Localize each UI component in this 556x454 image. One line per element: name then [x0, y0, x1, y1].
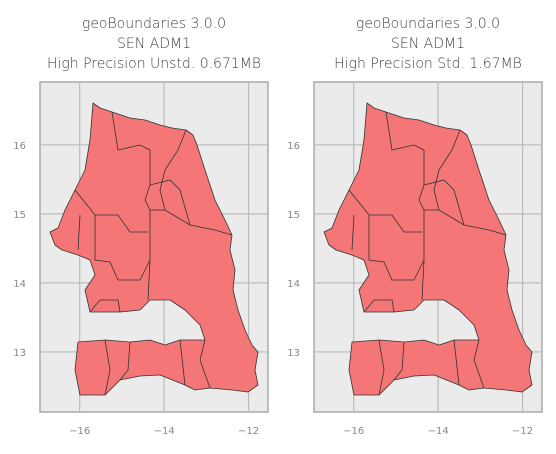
region-border [433, 129, 507, 236]
region-border [119, 341, 131, 381]
country-map [49, 102, 259, 396]
y-tick-label: 13 [13, 348, 26, 359]
region-border [453, 339, 460, 386]
region-border [159, 129, 233, 236]
panel-title: High Precision Std. 1.67MB [334, 56, 522, 72]
x-tick-label: −12 [512, 426, 533, 437]
x-tick-label: −14 [428, 426, 449, 437]
region-border [351, 214, 355, 251]
region-border [149, 179, 191, 226]
y-tick-label: 14 [287, 279, 300, 290]
country-map [323, 102, 533, 396]
panel-title: geoBoundaries 3.0.0 [82, 16, 226, 32]
panel-title: High Precision Unstd. 0.671MB [47, 56, 261, 72]
region-border [423, 179, 465, 226]
y-tick-label: 16 [13, 141, 26, 152]
x-tick-label: −14 [154, 426, 175, 437]
panel-title: geoBoundaries 3.0.0 [356, 16, 500, 32]
x-tick-label: −12 [238, 426, 259, 437]
region-border [368, 215, 425, 281]
x-tick-label: −16 [343, 426, 364, 437]
region-border [94, 215, 151, 281]
y-tick-label: 15 [13, 210, 26, 221]
region-border [473, 339, 485, 389]
region-border [104, 339, 111, 396]
y-tick-label: 15 [287, 210, 300, 221]
x-tick-label: −16 [69, 426, 90, 437]
region-border [348, 189, 422, 233]
region-border [89, 299, 121, 313]
y-tick-label: 16 [287, 141, 300, 152]
region-border [77, 214, 81, 251]
region-border [74, 189, 148, 233]
region-border [363, 299, 395, 313]
panel-title: SEN ADM1 [391, 36, 465, 52]
region-border [393, 341, 405, 381]
region-border [378, 339, 385, 396]
region-border [179, 339, 186, 386]
y-tick-label: 14 [13, 279, 26, 290]
region-border [199, 339, 211, 389]
y-tick-label: 13 [287, 348, 300, 359]
panel-title: SEN ADM1 [117, 36, 191, 52]
